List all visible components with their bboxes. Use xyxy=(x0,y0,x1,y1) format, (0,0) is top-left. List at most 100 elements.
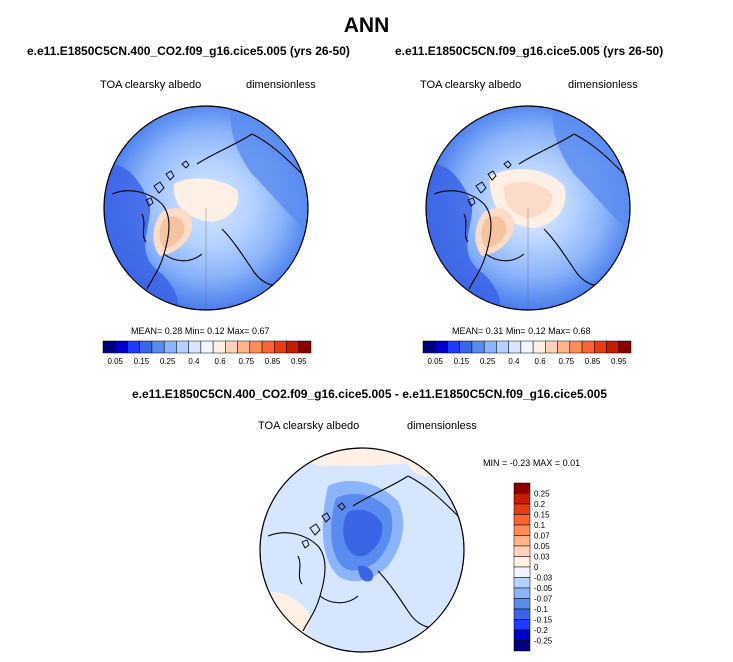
panel2-colorbar-cell xyxy=(569,340,583,354)
panel1-min-label: Min= xyxy=(184,326,205,336)
panel1-colorbar-cell xyxy=(188,340,202,354)
panel3-map xyxy=(259,447,465,653)
panel2-units: dimensionless xyxy=(568,79,638,91)
panel1-colorbar-cell xyxy=(127,340,140,354)
panel3-colorbar-cell xyxy=(513,619,531,631)
panel1-colorbar-cell xyxy=(261,340,275,354)
panel1-colorbar-tick-label: 0.95 xyxy=(291,357,307,366)
panel1-sea-ice-field xyxy=(173,178,239,222)
panel1-colorbar-cell xyxy=(176,340,189,354)
panel1-colorbar-cell xyxy=(114,340,128,354)
panel1-colorbar-cell xyxy=(212,340,226,354)
panel1-colorbar-tick-label: 0.15 xyxy=(134,357,150,366)
panel1-colorbar-cell xyxy=(225,340,238,354)
panel3-units: dimensionless xyxy=(407,420,477,432)
panel3-colorbar-tick-label: 0.25 xyxy=(534,490,550,499)
panel1-colorbar-cell xyxy=(102,340,116,354)
panel1-colorbar-tick-label: 0.85 xyxy=(265,357,281,366)
panel1-greenland-core xyxy=(159,216,185,248)
panel2-min-label: Min= xyxy=(505,326,526,336)
panel3-case-title: e.e11.E1850C5CN.400_CO2.f09_g16.cice5.00… xyxy=(132,387,608,401)
panel3-colorbar-cell xyxy=(513,640,531,652)
panel1-colorbar-tick-label: 0.4 xyxy=(188,357,200,366)
panel2-colorbar-tick-label: 0.25 xyxy=(480,357,496,366)
panel2-colorbar-cell xyxy=(581,340,595,354)
panel1-map xyxy=(103,105,309,311)
panel3-colorbar-cell xyxy=(513,629,531,641)
panel2-greenland-core xyxy=(481,216,507,248)
panel1-stats: MEAN= 0.28 Min= 0.12 Max= 0.67 xyxy=(131,326,269,336)
panel1-max-value: 0.67 xyxy=(251,326,270,336)
panel3-colorbar-tick-label: -0.15 xyxy=(534,616,553,625)
panel3-variable: TOA clearsky albedo xyxy=(258,420,360,432)
panel2-sea-ice-core xyxy=(503,181,553,218)
panel1-colorbar-tick-label: 0.75 xyxy=(239,357,255,366)
panel2-map-border xyxy=(425,105,631,311)
panel3-min-label: MIN = xyxy=(483,458,508,468)
panel3-colorbar-cell xyxy=(513,598,531,610)
panel3-colorbar-cell xyxy=(513,535,531,547)
panel1-variable: TOA clearsky albedo xyxy=(100,79,202,91)
panel1-colorbar-tick-label: 0.6 xyxy=(215,357,227,366)
panel1-colorbar-cell xyxy=(200,340,214,354)
panel3-colorbar-tick-label: 0 xyxy=(534,563,539,572)
panel3-colorbar-tick-label: 0.03 xyxy=(534,553,550,562)
panel3-stats: MIN = -0.23 MAX = 0.01 xyxy=(483,458,580,468)
panel1-colorbar-cell xyxy=(139,340,153,354)
panel2-colorbar-cell xyxy=(532,340,546,354)
panel1-colorbar-cell xyxy=(298,340,312,354)
panel3-colorbar-cell xyxy=(513,524,531,536)
panel1-mean-label: MEAN= xyxy=(131,326,163,336)
panel2-min-value: 0.12 xyxy=(528,326,546,336)
panel1-colorbar-cell xyxy=(286,340,300,354)
panel3-coastline xyxy=(267,475,459,632)
panel1-case-title: e.e11.E1850C5CN.400_CO2.f09_g16.cice5.00… xyxy=(27,44,350,58)
panel3-max-value: 0.01 xyxy=(562,458,581,468)
panel3-colorbar-cell xyxy=(513,514,531,526)
panel1-colorbar-tick-label: 0.05 xyxy=(107,357,123,366)
panel2-colorbar-tick-label: 0.75 xyxy=(559,357,575,366)
panel3-colorbar-tick-label: -0.25 xyxy=(534,637,553,646)
panel3-colorbar-cell xyxy=(513,545,531,557)
panel3-max-label: MAX = xyxy=(532,458,561,468)
panel2-map xyxy=(425,105,631,311)
panel3-colorbar-tick-label: -0.03 xyxy=(534,574,553,583)
panel2-colorbar-cell xyxy=(496,340,509,354)
panel2-colorbar-cell xyxy=(422,340,436,354)
panel2-mean-value: 0.31 xyxy=(485,326,504,336)
panel2-colorbar-tick-label: 0.6 xyxy=(535,357,547,366)
panel2-colorbar-cell xyxy=(618,340,632,354)
panel2-mean-label: MEAN= xyxy=(452,326,484,336)
panel2-colorbar: 0.05 0.15 0.25 0.4 0.6 0.75 0.85 0.95 xyxy=(422,340,632,366)
panel2-colorbar-cell xyxy=(459,340,473,354)
panel1-min-value: 0.12 xyxy=(207,326,225,336)
panel2-colorbar-cell xyxy=(447,340,460,354)
panel1-max-label: Max= xyxy=(227,326,250,336)
panel2-colorbar-tick-label: 0.4 xyxy=(508,357,520,366)
panel2-colorbar-cell xyxy=(557,340,571,354)
panel2-colorbar-tick-label: 0.05 xyxy=(427,357,443,366)
panel1-colorbar-tick-label: 0.25 xyxy=(160,357,176,366)
panel2-colorbar-tick-label: 0.15 xyxy=(454,357,470,366)
panel3-colorbar-tick-label: -0.07 xyxy=(534,595,553,604)
panel3-colorbar-tick-label: -0.2 xyxy=(534,626,548,635)
panel1-mean-value: 0.28 xyxy=(164,326,183,336)
panel1-coastline-islands xyxy=(145,160,190,207)
panel2-coastline-islands xyxy=(467,160,512,207)
panel3-colorbar-tick-label: 0.07 xyxy=(534,532,550,541)
panel3-colorbar-tick-label: 0.05 xyxy=(534,542,550,551)
panel2-colorbar-cell xyxy=(520,340,534,354)
panel1-units: dimensionless xyxy=(246,79,316,91)
panel2-eurasia-field xyxy=(552,106,630,234)
panel3-colorbar-cell xyxy=(513,566,531,578)
panel2-colorbar-cell xyxy=(545,340,558,354)
panel2-variable: TOA clearsky albedo xyxy=(420,79,522,91)
panel2-coastline xyxy=(433,133,625,290)
panel3-colorbar-tick-label: 0.15 xyxy=(534,511,550,520)
panel1-colorbar-cell xyxy=(151,340,165,354)
panel2-colorbar-cell xyxy=(483,340,497,354)
panel3-colorbar-cell xyxy=(513,587,531,599)
panel1-map-border xyxy=(103,105,309,311)
panel1-eurasia-field xyxy=(230,106,308,234)
panel3-colorbar-tick-label: 0.1 xyxy=(534,521,546,530)
